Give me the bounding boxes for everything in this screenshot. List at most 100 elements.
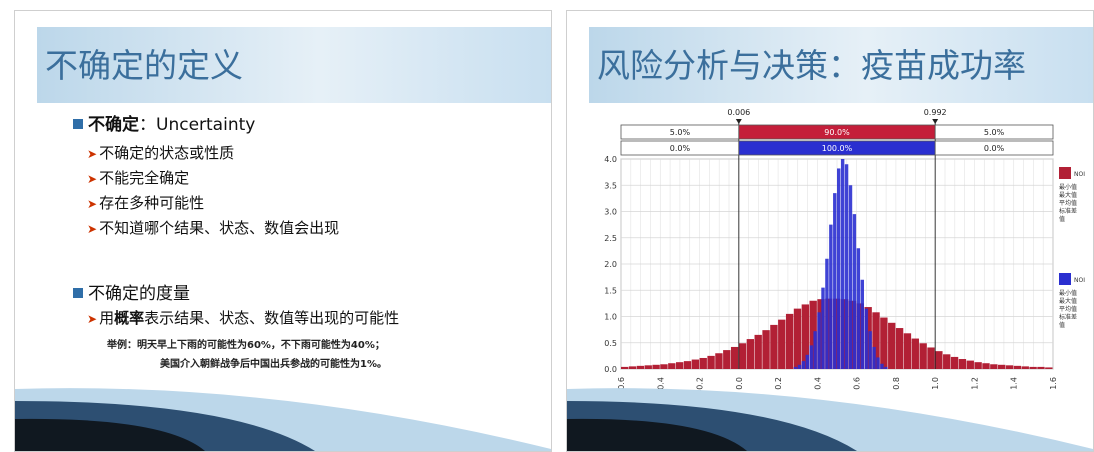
y-tick-label: 1.5 — [604, 286, 617, 295]
x-tick-label: -0.4 — [656, 377, 665, 393]
legend-stat: 最小值 — [1059, 183, 1077, 191]
row-label: 0.0% — [670, 144, 691, 153]
arrow-bullet-icon: ➤ — [87, 312, 98, 326]
arrow-bullet-icon: ➤ — [87, 222, 98, 236]
legend-swatch — [1059, 273, 1071, 285]
x-tick-label: 0.6 — [853, 377, 862, 390]
row-label: 5.0% — [984, 128, 1005, 137]
bar — [864, 308, 868, 369]
bar — [880, 317, 888, 369]
bar — [966, 360, 974, 369]
subbullet-2: ➤ 不能完全确定 — [87, 167, 189, 188]
bar — [840, 159, 845, 369]
slide-risk-analysis: 风险分析与决策：疫苗成功率 0.0 0.5 1.0 1.5 2.0 2.5 3.0 3.5 4.… — [566, 10, 1094, 452]
bar — [888, 322, 896, 369]
probability-rest: 表示结果、状态、数值等出现的可能性 — [144, 309, 400, 327]
bar — [844, 164, 849, 369]
subbullet-probability: ➤ 用概率表示结果、状态、数值等出现的可能性 — [87, 307, 399, 328]
y-tick-label: 0.5 — [604, 339, 617, 348]
bar — [982, 363, 990, 369]
y-tick-label: 2.5 — [604, 234, 617, 243]
bar — [825, 258, 829, 369]
legend-stat: 平均值 — [1059, 305, 1077, 313]
bar — [1037, 366, 1045, 369]
bar — [958, 359, 967, 369]
bar — [860, 279, 864, 369]
bar — [833, 298, 841, 369]
bar — [950, 356, 959, 369]
probability-bold: 概率 — [114, 309, 145, 327]
axis-ticks: 0.0 0.5 1.0 1.5 2.0 2.5 3.0 3.5 4.0 -0.6 -0.4 -0.2 0… — [604, 119, 1058, 393]
legend-stat: 值 — [1059, 321, 1065, 329]
bar — [825, 298, 833, 369]
bar — [880, 363, 884, 369]
bullet-uncertainty-text: ：Uncertainty — [139, 115, 256, 135]
square-bullet-icon — [73, 288, 83, 298]
bar — [919, 343, 927, 369]
title-band — [589, 27, 1093, 103]
x-tick-label: -0.2 — [696, 377, 705, 393]
subbullet-3: ➤ 存在多种可能性 — [87, 192, 204, 213]
bar — [856, 303, 864, 369]
arrow-bullet-icon: ➤ — [87, 172, 98, 186]
bar — [793, 308, 802, 369]
bar — [801, 361, 806, 369]
x-tick-label: 1.4 — [1010, 377, 1019, 390]
probability-pre: 用 — [99, 309, 115, 327]
bar — [864, 307, 872, 369]
bar — [840, 299, 849, 369]
y-tick-label: 4.0 — [604, 155, 617, 164]
bar — [852, 214, 857, 369]
bar — [675, 362, 684, 369]
bar — [833, 193, 837, 369]
bar — [746, 339, 755, 369]
bar — [636, 365, 645, 369]
x-tick-label: 0.0 — [735, 377, 744, 390]
bar — [876, 357, 880, 369]
bullet-uncertainty: 不确定：Uncertainty — [73, 110, 255, 135]
bar — [817, 312, 821, 369]
y-tick-label: 0.0 — [604, 365, 617, 374]
slide1-title: 不确定的定义 — [45, 46, 243, 85]
bar — [848, 300, 857, 369]
bar — [829, 224, 833, 369]
series-red-bars — [621, 298, 1053, 369]
legend-label: NOI — [1074, 171, 1085, 178]
bar — [738, 343, 747, 369]
bar — [821, 287, 825, 369]
square-bullet-icon — [73, 119, 83, 129]
legend-swatch — [1059, 167, 1071, 179]
bar — [1029, 366, 1037, 369]
bullet-measure-text: 不确定的度量 — [88, 284, 190, 304]
bar — [785, 313, 794, 369]
bar — [943, 354, 951, 369]
bar — [895, 328, 904, 369]
legend-label: NOI — [1074, 277, 1085, 284]
bar — [884, 366, 888, 369]
decorative-swoosh — [567, 388, 1093, 451]
legend-stat: 最大值 — [1059, 297, 1077, 305]
x-tick-label: 1.0 — [931, 377, 940, 390]
bar — [848, 185, 853, 369]
subbullet-2-text: 不能完全确定 — [99, 169, 190, 187]
bar — [762, 330, 770, 369]
subbullet-4: ➤ 不知道哪个结果、状态、数值会出现 — [87, 217, 339, 238]
y-tick-label: 2.0 — [604, 260, 617, 269]
y-tick-label: 3.0 — [604, 208, 617, 217]
bar — [660, 364, 668, 369]
bar — [723, 350, 731, 369]
bar — [793, 366, 798, 369]
x-tick-label: 1.6 — [1049, 377, 1058, 390]
subbullet-3-text: 存在多种可能性 — [99, 194, 205, 212]
bar — [1005, 365, 1014, 369]
slide-uncertainty-definition: 不确定的定义 不确定：Uncertainty ➤ 不确定的状态或性质 ➤ 不能完全确… — [14, 10, 552, 452]
legend-stat: 最小值 — [1059, 289, 1077, 297]
legend-stat: 最大值 — [1059, 191, 1077, 199]
bar — [730, 346, 739, 369]
arrow-bullet-icon: ➤ — [87, 197, 98, 211]
decorative-swoosh — [15, 388, 551, 451]
bar — [707, 355, 715, 369]
bar — [809, 345, 813, 369]
bar — [837, 168, 841, 369]
marker-triangle-icon — [932, 119, 939, 124]
